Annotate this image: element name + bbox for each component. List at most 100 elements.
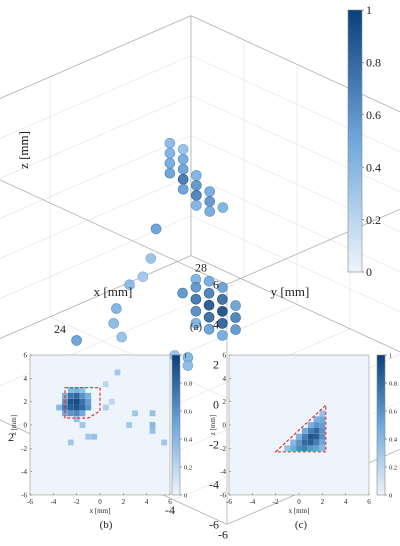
gridline <box>0 55 192 139</box>
heatmap-cell <box>91 433 98 440</box>
scatter-point <box>177 154 189 165</box>
plot-area <box>29 354 171 496</box>
y-axis-label: z [mm] <box>209 415 217 435</box>
plot-area <box>228 354 370 496</box>
z-tick-label: -2 <box>209 437 219 451</box>
x-tick-label: -4 <box>249 498 255 506</box>
caption-a: (a) <box>190 321 203 333</box>
gridline <box>0 95 192 179</box>
heatmap-cell <box>319 422 326 428</box>
scatter-point <box>230 300 241 311</box>
gridline <box>0 15 192 99</box>
heatmap-cell <box>307 427 314 434</box>
heatmap-cell <box>73 392 80 399</box>
x-axis-label: x [mm] <box>289 507 310 515</box>
scatter-point <box>177 174 189 185</box>
y-tick-label: 2 <box>223 398 227 406</box>
scatter-point <box>116 331 127 343</box>
scatter-point <box>111 303 122 314</box>
colorbar-tick-label: 0.4 <box>184 436 193 443</box>
gridline <box>0 135 192 219</box>
z-tick-label: 4 <box>213 317 219 331</box>
heatmap-cell <box>73 398 80 405</box>
z-axis-label: z [mm] <box>16 131 31 169</box>
heatmap-cell <box>290 445 297 452</box>
x-tick-label: 6 <box>367 498 371 506</box>
heatmap-cell <box>108 398 115 405</box>
scatter-point <box>191 190 202 201</box>
heatmap-cell <box>56 404 63 411</box>
heatmap-cell <box>67 404 74 411</box>
x-tick-label: 2 <box>122 498 126 506</box>
x-tick-label: -6 <box>218 527 228 541</box>
scatter-point <box>217 294 228 305</box>
x-tick-label: -6 <box>226 498 232 506</box>
gridline <box>190 15 400 113</box>
colorbar-tick-label: 0.2 <box>389 464 397 471</box>
y-tick-label: 0 <box>24 422 28 430</box>
x-tick-label: -2 <box>273 498 279 506</box>
heatmap-cell <box>313 433 320 440</box>
heatmap-cell <box>73 410 80 417</box>
scatter-point <box>164 137 176 149</box>
scatter-point <box>177 164 189 175</box>
scatter-point <box>203 275 215 287</box>
scatter-point <box>177 287 188 299</box>
z-tick-label: 0 <box>213 397 219 411</box>
x-tick-label: 6 <box>168 498 172 506</box>
box-edge <box>0 179 228 285</box>
y-tick-label: 24 <box>54 322 66 336</box>
heatmap-cell <box>161 439 168 446</box>
gridline <box>190 55 400 153</box>
colorbar-tick-label: 0 <box>366 265 372 279</box>
x-tick-label: 4 <box>145 498 149 506</box>
heatmap-cell <box>67 387 74 393</box>
scatter-point <box>177 184 189 195</box>
colorbar-tick-label: 0.4 <box>389 436 398 443</box>
y-axis-label: y [mm] <box>271 284 310 299</box>
scatter-point <box>230 324 241 335</box>
heatmap-cell <box>313 445 320 452</box>
heatmap-cell <box>85 433 92 440</box>
scatter-point <box>204 196 215 207</box>
z-tick-label: 2 <box>213 357 219 371</box>
heatmap-cell <box>73 387 80 393</box>
heatmap-cell <box>301 433 308 440</box>
colorbar-a: 0 0.2 0.4 0.6 0.8 1 <box>347 3 381 279</box>
heatmap-cell <box>67 439 74 446</box>
heatmap-cell <box>290 439 297 446</box>
box-edge <box>190 255 400 353</box>
colorbar-tick-label: 0 <box>184 492 187 499</box>
y-tick-label: 6 <box>223 352 227 360</box>
scatter-point <box>190 317 202 329</box>
box-edge <box>226 208 400 285</box>
heatmap-cell <box>85 404 92 411</box>
colorbar-c: 0 0.2 0.4 0.6 0.8 1 <box>376 352 398 499</box>
heatmap-cell <box>296 445 302 452</box>
x-tick-label: -2 <box>74 498 80 506</box>
y-tick-label: -2 <box>21 445 27 453</box>
colorbar-gradient <box>171 354 181 496</box>
colorbar-tick-label: 1 <box>184 352 187 359</box>
y-tick-label: 4 <box>223 375 227 383</box>
colorbar-tick-label: 0.4 <box>366 160 381 174</box>
colorbar-gradient <box>347 9 363 273</box>
scatter-point <box>203 323 215 335</box>
y-tick-label: -2 <box>220 445 226 453</box>
scatter-point <box>145 253 157 264</box>
heatmap-cell <box>307 445 314 452</box>
scatter-point <box>177 144 189 155</box>
heatmap-cell <box>284 445 291 452</box>
x-tick-label: 4 <box>344 498 348 506</box>
y-tick-label: 2 <box>24 398 28 406</box>
heatmap-cell <box>307 439 314 446</box>
colorbar-tick-label: 0.6 <box>366 108 381 122</box>
colorbar-tick-label: 1 <box>389 352 392 359</box>
x-tick-label: 2 <box>8 430 14 444</box>
scatter-point <box>182 360 194 371</box>
scatter-point <box>137 271 149 283</box>
